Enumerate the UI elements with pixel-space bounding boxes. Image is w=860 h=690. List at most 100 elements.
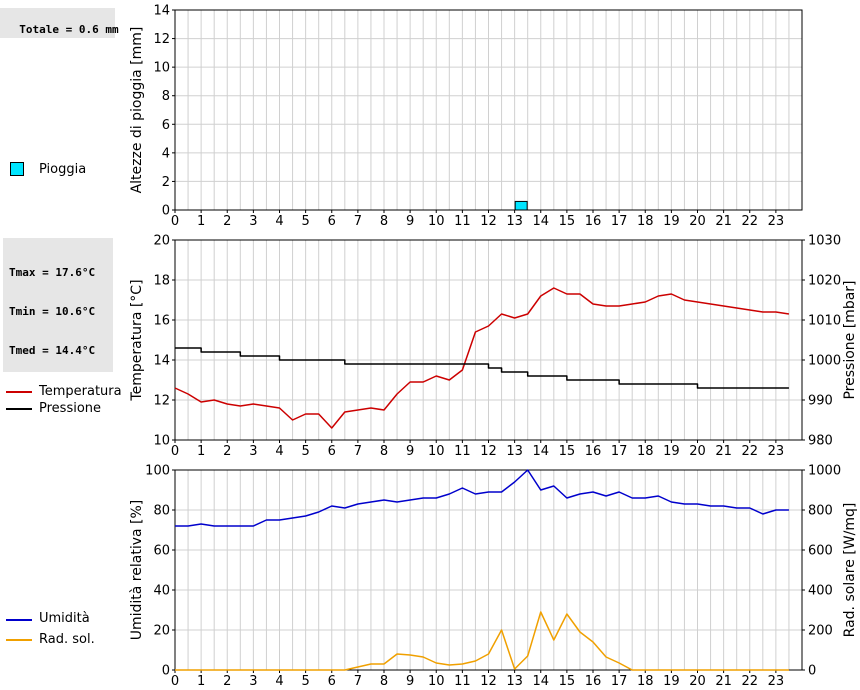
x-tick-label: 2 [223,444,231,459]
x-tick-label: 13 [506,214,523,229]
radiation-legend-label: Rad. sol. [39,632,95,647]
x-tick-label: 10 [428,674,445,689]
x-tick-label: 3 [249,444,257,459]
x-tick-label: 22 [741,444,758,459]
y-right-tick-label: 800 [808,504,833,519]
x-tick-label: 0 [171,674,179,689]
y-right-tick-label: 990 [808,394,833,409]
y-tick-label: 4 [162,146,170,161]
x-tick-label: 9 [406,674,414,689]
x-tick-label: 13 [506,444,523,459]
y-axis-label: Temperatura [°C] [129,279,145,401]
tmax-text: Tmax = 17.6°C [9,266,96,279]
tmin-text: Tmin = 10.6°C [9,305,96,318]
y-tick-label: 18 [153,274,170,289]
pressure-legend-swatch [6,408,32,410]
x-tick-label: 6 [328,674,336,689]
y-tick-label: 10 [153,61,170,76]
y-right-tick-label: 0 [808,664,816,679]
x-tick-label: 9 [406,444,414,459]
y-right-tick-label: 1000 [808,354,841,369]
x-tick-label: 8 [380,444,388,459]
pressure-line [175,347,789,389]
y-tick-label: 8 [162,89,170,104]
x-tick-label: 5 [301,674,309,689]
y-axis-label: Umidità relativa [%] [129,500,145,641]
x-tick-label: 23 [768,674,785,689]
rain-bar [514,200,528,211]
x-tick-label: 16 [585,674,602,689]
x-tick-label: 9 [406,214,414,229]
y-tick-label: 20 [153,234,170,249]
x-tick-label: 16 [585,444,602,459]
x-tick-label: 16 [585,214,602,229]
x-tick-label: 8 [380,214,388,229]
temperature-legend-swatch [6,391,32,393]
rain-total-text: Totale = 0.6 mm [19,23,119,36]
x-tick-label: 12 [480,444,497,459]
x-tick-label: 17 [611,444,628,459]
y-tick-label: 14 [153,354,170,369]
x-tick-label: 20 [689,214,706,229]
y-tick-label: 20 [153,624,170,639]
radiation-legend-swatch [6,639,32,641]
x-tick-label: 11 [454,214,471,229]
x-tick-label: 19 [663,674,680,689]
y-tick-label: 0 [162,204,170,219]
x-tick-label: 4 [275,444,283,459]
x-tick-label: 19 [663,444,680,459]
rain-legend-label: Pioggia [39,162,87,177]
y-tick-label: 100 [145,464,170,479]
x-tick-label: 0 [171,214,179,229]
x-tick-label: 21 [715,674,732,689]
x-tick-label: 13 [506,674,523,689]
x-tick-label: 1 [197,214,205,229]
y-right-tick-label: 400 [808,584,833,599]
x-tick-label: 14 [532,444,549,459]
x-tick-label: 7 [354,214,362,229]
x-tick-label: 18 [637,674,654,689]
x-tick-label: 19 [663,214,680,229]
x-tick-label: 6 [328,214,336,229]
y-right-axis-label: Rad. solare [W/mq] [842,503,858,638]
y-tick-label: 12 [153,32,170,47]
x-tick-label: 20 [689,674,706,689]
y-right-tick-label: 980 [808,434,833,449]
y-right-tick-label: 200 [808,624,833,639]
x-tick-label: 2 [223,674,231,689]
x-tick-label: 0 [171,444,179,459]
x-tick-label: 15 [559,444,576,459]
x-tick-label: 20 [689,444,706,459]
y-right-tick-label: 1020 [808,274,841,289]
y-tick-label: 2 [162,175,170,190]
rain-legend-swatch [10,162,24,176]
y-right-tick-label: 1010 [808,314,841,329]
x-tick-label: 12 [480,674,497,689]
y-tick-label: 10 [153,434,170,449]
x-tick-label: 5 [301,214,309,229]
y-tick-label: 0 [162,664,170,679]
y-axis-label: Altezze di pioggia [mm] [129,27,145,194]
y-tick-label: 14 [153,4,170,19]
x-tick-label: 21 [715,214,732,229]
x-tick-label: 7 [354,674,362,689]
x-tick-label: 4 [275,214,283,229]
x-tick-label: 11 [454,674,471,689]
y-tick-label: 16 [153,314,170,329]
temperature-line [174,287,790,429]
radiation-line [175,611,789,671]
y-tick-label: 40 [153,584,170,599]
humidity-legend-label: Umidità [39,611,90,626]
rain-total-box: Totale = 0.6 mm [0,8,119,38]
x-tick-label: 14 [532,214,549,229]
tmed-text: Tmed = 14.4°C [9,344,96,357]
humidity-legend-swatch [6,619,32,621]
x-tick-label: 23 [768,444,785,459]
x-tick-label: 14 [532,674,549,689]
y-tick-label: 60 [153,544,170,559]
temperature-legend-label: Temperatura [39,384,122,399]
x-tick-label: 15 [559,214,576,229]
x-tick-label: 18 [637,444,654,459]
x-tick-label: 1 [197,674,205,689]
